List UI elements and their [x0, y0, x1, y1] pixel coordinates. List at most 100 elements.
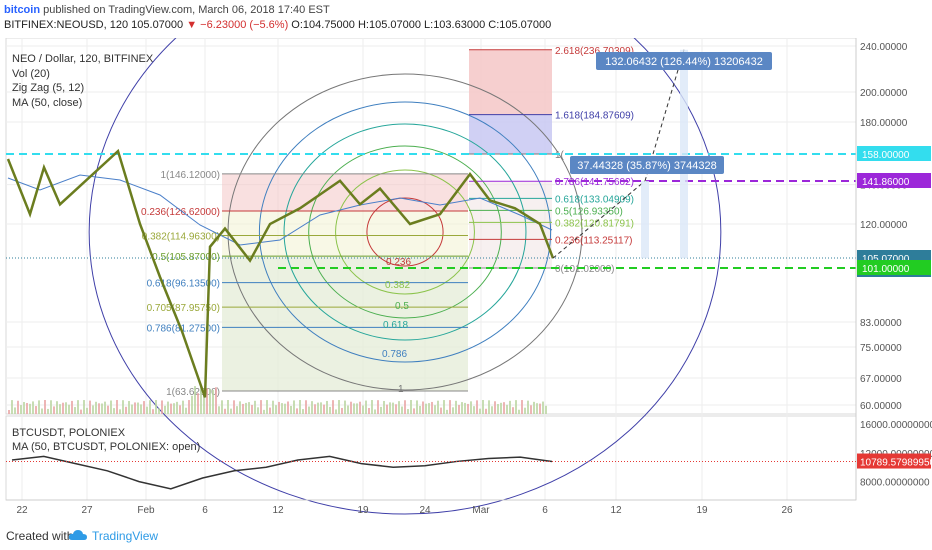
y-tick-label: 75.00000: [860, 343, 902, 354]
volume-bar: [470, 401, 472, 414]
volume-bar: [521, 400, 523, 414]
volume-bar: [506, 404, 508, 414]
btc-pane: [5, 415, 857, 501]
volume-bar: [56, 401, 58, 414]
volume-bar: [491, 406, 493, 414]
fib-circle: [88, 38, 722, 515]
volume-bar: [272, 400, 274, 414]
volume-bar: [98, 403, 100, 414]
volume-bar: [350, 401, 352, 414]
fib-right-label: 0(101.02000): [555, 264, 615, 275]
y-tick-label: 67.00000: [860, 374, 902, 385]
fib-right-label: 0.618(133.04909): [555, 194, 634, 205]
volume-bar: [257, 407, 259, 414]
volume-bar: [236, 406, 238, 414]
volume-bar: [155, 400, 157, 414]
volume-bar: [248, 402, 250, 414]
legend-title: NEO / Dollar, 120, BITFINEX: [12, 53, 154, 65]
volume-bar: [287, 401, 289, 414]
volume-bar: [446, 409, 448, 414]
btc-last-tag-box: [857, 453, 931, 469]
symbol-name: BITFINEX:NEOUSD, 120: [4, 19, 129, 31]
x-tick-label: Mar: [472, 505, 490, 516]
volume-bar: [542, 401, 544, 414]
y-tick-label: 240.00000: [860, 42, 908, 53]
volume-bar: [482, 400, 484, 414]
volume-bar: [134, 402, 136, 414]
volume-bar: [149, 400, 151, 414]
measure-label-large: 132.06432 (126.44%) 13206432: [605, 56, 763, 68]
y-tick-label: 83.00000: [860, 318, 902, 329]
volume-bar: [71, 400, 73, 414]
btc-legend-title: BTCUSDT, POLONIEX: [12, 427, 126, 439]
volume-bar: [17, 400, 19, 414]
tradingview-brand[interactable]: TradingView: [92, 529, 159, 543]
volume-bar: [284, 403, 286, 414]
fib-circle: [308, 145, 502, 319]
x-tick-label: Feb: [137, 505, 155, 516]
circle-level-label: 0.382: [385, 280, 410, 291]
volume-bar: [23, 402, 25, 414]
volume-bar: [443, 400, 445, 414]
x-tick-label: 6: [542, 505, 548, 516]
volume-bar: [380, 406, 382, 414]
volume-bar: [218, 406, 220, 414]
volume-bar: [59, 404, 61, 414]
volume-bar: [476, 400, 478, 414]
volume-bar: [377, 400, 379, 414]
measure-bar-large: [680, 49, 688, 259]
volume-bar: [503, 402, 505, 414]
legend-ma[interactable]: MA (50, close): [12, 96, 83, 109]
publish-line: bitcoin published on TradingView.com, Ma…: [4, 4, 330, 16]
circle-level-label: 1: [398, 384, 404, 395]
fib-left-label: 0.618(96.13500): [147, 279, 220, 290]
volume-bar: [119, 409, 121, 414]
circle-level-label: 0.786: [382, 349, 407, 360]
volume-bar: [221, 400, 223, 414]
fib-right-label: 1(: [555, 150, 565, 161]
volume-bar: [509, 400, 511, 414]
volume-bar: [419, 405, 421, 414]
volume-bar: [173, 403, 175, 414]
volume-bar: [26, 403, 28, 414]
volume-bar: [164, 405, 166, 414]
volume-bar: [386, 404, 388, 414]
volume-bar: [254, 400, 256, 414]
btc-legend-ma[interactable]: MA (50, BTCUSDT, POLONIEX: open): [12, 441, 201, 453]
volume-bar: [200, 386, 202, 414]
legend-vol[interactable]: Vol (20): [12, 67, 50, 80]
x-tick-label: 24: [419, 505, 431, 516]
btc-series-line: [11, 455, 553, 490]
volume-bar: [518, 409, 520, 414]
volume-bar: [125, 406, 127, 414]
volume-bar: [485, 408, 487, 414]
price-tag-box: [857, 173, 931, 188]
fib-circle: [283, 123, 527, 341]
price-chart[interactable]: 1(146.12000) 0.236(126.62000) 0.382(114.96…: [0, 38, 932, 521]
volume-bar: [449, 400, 451, 414]
volume-bar: [458, 404, 460, 414]
volume-bar: [116, 400, 118, 414]
ma-line: [7, 174, 553, 246]
volume-bar: [425, 403, 427, 414]
volume-bar: [296, 408, 298, 414]
volume-bar: [383, 400, 385, 414]
volume-bar: [401, 406, 403, 414]
publisher-name[interactable]: bitcoin: [4, 4, 41, 16]
volume-bar: [158, 408, 160, 414]
y-tick-label: 120.00000: [860, 220, 908, 231]
volume-bar: [44, 400, 46, 414]
volume-bar: [104, 401, 106, 414]
btc-legend: BTCUSDT, POLONIEX MA (50, BTCUSDT, POLON…: [12, 426, 200, 454]
volume-bar: [512, 407, 514, 414]
legend-zigzag[interactable]: Zig Zag (5, 12): [12, 82, 85, 94]
volume-bar: [293, 400, 295, 414]
volume-bar: [362, 405, 364, 414]
fib-circle: [366, 197, 444, 267]
volume-bar: [191, 395, 193, 414]
fib-right-label: 1.618(184.87609): [555, 111, 634, 122]
volume-bar: [428, 403, 430, 414]
volume-bar: [245, 402, 247, 414]
volume-bar: [422, 401, 424, 414]
fib-circle: [335, 169, 475, 295]
